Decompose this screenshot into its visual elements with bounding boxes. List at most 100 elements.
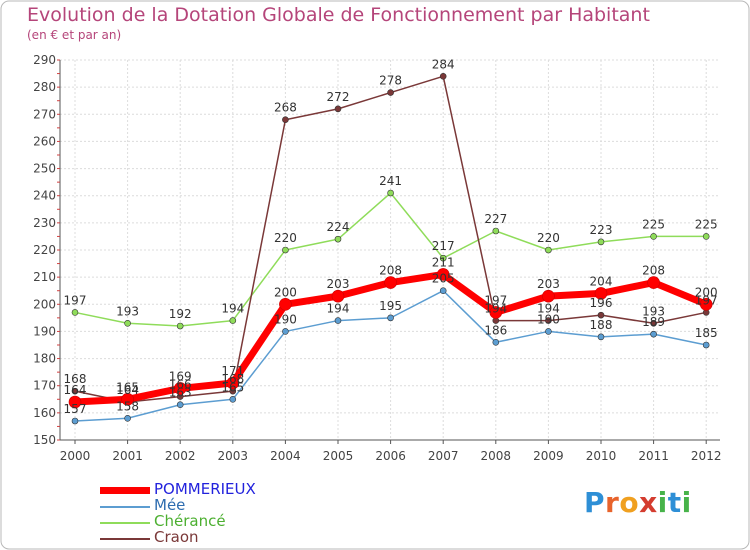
y-tick-label: 190 <box>33 324 56 338</box>
data-point <box>492 227 500 235</box>
x-tick-label: 2007 <box>428 449 459 463</box>
legend-swatch <box>100 538 150 540</box>
data-label: 204 <box>590 274 613 288</box>
data-point <box>492 338 500 346</box>
data-point <box>384 276 397 289</box>
data-point <box>545 328 552 335</box>
data-label: 169 <box>169 369 192 383</box>
data-label: 190 <box>537 312 560 326</box>
data-point <box>334 105 342 113</box>
data-label: 203 <box>327 277 350 291</box>
y-tick-label: 160 <box>33 406 56 420</box>
data-point <box>282 116 289 124</box>
data-label: 165 <box>221 380 244 394</box>
legend-label: Craon <box>154 528 199 546</box>
legend-swatch <box>100 522 150 524</box>
logo-letter: r <box>605 486 620 519</box>
chart-title: Evolution de la Dotation Globale de Fonc… <box>27 4 650 26</box>
data-point <box>597 311 605 319</box>
y-tick-label: 150 <box>33 433 56 447</box>
data-point <box>229 395 237 403</box>
data-point <box>124 414 131 422</box>
data-label: 193 <box>642 304 665 318</box>
x-tick-label: 2008 <box>481 449 512 463</box>
data-point <box>387 314 394 322</box>
y-tick-label: 220 <box>33 243 56 257</box>
data-label: 194 <box>327 302 350 316</box>
x-tick-label: 2012 <box>691 449 722 463</box>
data-label: 197 <box>695 293 718 307</box>
data-label: 220 <box>537 231 560 245</box>
data-label: 205 <box>432 272 455 286</box>
proxiti-logo: Proxiti <box>584 486 692 519</box>
logo-letter: t <box>667 486 682 519</box>
y-tick-label: 250 <box>33 162 56 176</box>
data-point <box>282 246 289 254</box>
data-label: 157 <box>64 402 87 416</box>
data-point <box>331 289 345 303</box>
logo-letter: P <box>584 486 606 519</box>
data-point <box>436 268 450 281</box>
data-point <box>439 287 447 295</box>
data-point <box>176 322 184 330</box>
data-label: 217 <box>432 239 455 253</box>
x-tick-label: 2010 <box>586 449 617 463</box>
data-label: 193 <box>116 304 139 318</box>
data-point <box>124 319 131 327</box>
x-tick-label: 2001 <box>112 449 143 463</box>
data-point <box>545 317 552 324</box>
data-point <box>68 395 82 409</box>
data-label: 189 <box>642 315 665 329</box>
data-label: 164 <box>116 383 139 397</box>
data-label: 194 <box>221 302 244 316</box>
data-label: 171 <box>221 364 244 378</box>
data-label: 195 <box>379 299 402 313</box>
y-tick-label: 200 <box>33 297 56 311</box>
data-label: 225 <box>695 217 718 231</box>
data-point <box>597 238 605 246</box>
x-tick-label: 2003 <box>218 449 249 463</box>
data-point <box>282 328 289 335</box>
data-point <box>489 306 503 319</box>
data-point <box>71 387 79 395</box>
data-point <box>176 401 184 409</box>
y-tick-label: 280 <box>33 80 56 94</box>
y-tick-label: 270 <box>33 107 56 121</box>
data-point <box>647 276 660 289</box>
legend-label: POMMERIEUX <box>154 480 256 498</box>
data-point <box>439 254 447 262</box>
data-point <box>387 89 394 96</box>
data-label: 194 <box>537 302 560 316</box>
legend-label: Mée <box>154 496 186 514</box>
data-point <box>121 392 134 406</box>
data-point <box>597 333 605 341</box>
data-label: 165 <box>116 380 139 394</box>
x-tick-label: 2006 <box>375 449 406 463</box>
y-tick-label: 180 <box>33 352 56 366</box>
x-tick-label: 2011 <box>638 449 669 463</box>
data-label: 272 <box>327 90 350 104</box>
data-point <box>71 417 79 425</box>
data-point <box>650 319 657 327</box>
data-label: 208 <box>642 264 665 278</box>
data-point <box>387 189 394 197</box>
data-point <box>542 289 555 303</box>
data-label: 196 <box>590 296 613 310</box>
logo-letter: i <box>681 486 692 519</box>
x-tick-label: 2000 <box>60 449 91 463</box>
data-point <box>702 341 710 349</box>
data-label: 164 <box>64 383 87 397</box>
legend-swatch <box>100 487 150 494</box>
logo-letter: o <box>619 486 640 519</box>
data-point <box>71 309 79 316</box>
legend-swatch <box>100 506 150 508</box>
x-tick-label: 2009 <box>533 449 564 463</box>
data-point <box>650 233 657 240</box>
logo-letter: x <box>639 486 658 519</box>
data-label: 220 <box>274 231 297 245</box>
data-label: 168 <box>64 372 87 386</box>
y-tick-label: 240 <box>33 189 56 203</box>
x-tick-label: 2005 <box>323 449 354 463</box>
data-point <box>334 235 342 243</box>
